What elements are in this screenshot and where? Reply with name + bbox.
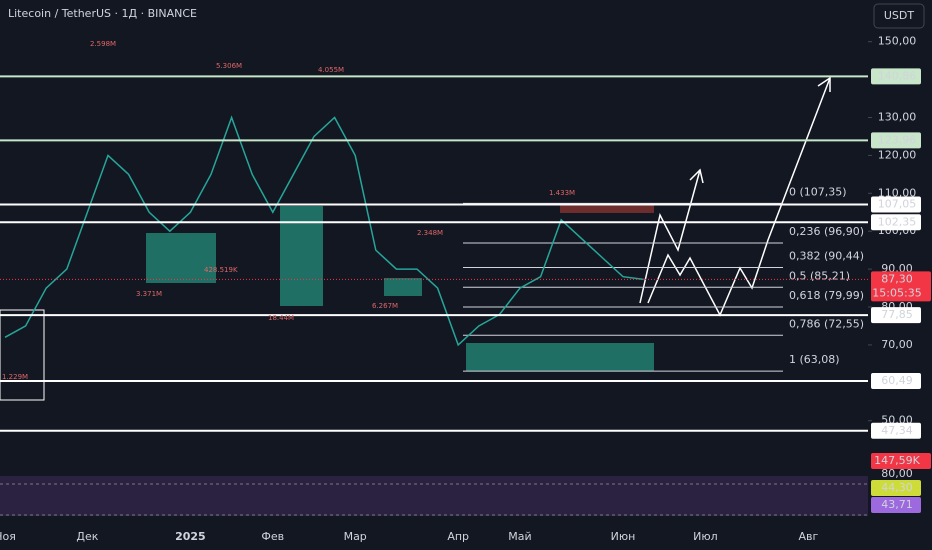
rsi-badge: [871, 480, 921, 496]
rsi-tick-label: 80,00: [881, 467, 913, 480]
level-label: 102,35: [878, 215, 917, 228]
fib-label: 0 (107,35): [789, 185, 847, 198]
symbol-title: Litecoin / TetherUS · 1Д · BINANCE: [8, 7, 197, 20]
last-price-label: 87,30: [881, 272, 913, 285]
y-tick-label: 120,00: [878, 148, 917, 161]
fib-label: 0,618 (79,99): [789, 289, 864, 302]
zone: [280, 206, 323, 306]
level-label: 140,86: [878, 69, 917, 82]
volume-annotation: 3.371M: [136, 290, 162, 298]
level-badge: [871, 196, 921, 213]
y-tick-label: 150,00: [878, 35, 917, 48]
zone: [146, 233, 216, 283]
box: [0, 309, 45, 401]
y-tick-label: 70,00: [881, 338, 913, 351]
level-label: 77,85: [881, 308, 913, 321]
level-badge: [871, 307, 921, 324]
volume-annotation: 2.348M: [417, 229, 443, 237]
volume-annotation: 428.519K: [204, 266, 238, 274]
volume-annotation: 1.433M: [549, 189, 575, 197]
volume-annotation: 2.598M: [90, 40, 116, 48]
y-tick-label: 110,00: [878, 186, 917, 199]
x-tick-label: 2025: [175, 530, 206, 543]
x-tick-label: Май: [508, 530, 531, 543]
currency-button[interactable]: [873, 3, 925, 29]
rsi-badge: [871, 497, 921, 513]
x-tick-label: Апр: [447, 530, 469, 543]
zone: [466, 343, 654, 371]
x-tick-label: Мар: [344, 530, 367, 543]
volume-annotation: 18.44M: [268, 314, 294, 322]
fib-label: 0,786 (72,55): [789, 317, 864, 330]
fib-label: 0,382 (90,44): [789, 249, 864, 262]
level-label: 60,49: [881, 374, 913, 387]
fib-label: 0,236 (96,90): [789, 225, 864, 238]
zone: [560, 205, 654, 213]
x-tick-label: Дек: [76, 530, 98, 543]
x-tick-label: Фев: [261, 530, 284, 543]
volume-annotation: 4.055M: [318, 66, 344, 74]
volume-annotation: 1.229M: [2, 373, 28, 381]
fib-label: 1 (63,08): [789, 353, 840, 366]
fib-label: 0,5 (85,21): [789, 269, 850, 282]
volume-annotation: 6.267M: [372, 302, 398, 310]
volume-label: 147,59K: [874, 454, 920, 467]
rsi-label: 44,30: [881, 481, 913, 494]
projection: [639, 169, 701, 304]
level-label: 47,34: [881, 424, 913, 437]
rsi-label: 43,71: [881, 498, 913, 511]
volume-annotation: 5.306M: [216, 62, 242, 70]
price-line: [4, 115, 644, 347]
level-label: 107,05: [878, 197, 917, 210]
arrow-head: [817, 76, 831, 92]
level-badge: [871, 132, 921, 149]
last-price-badge: [871, 271, 931, 302]
level-label: 123,96: [878, 133, 917, 146]
y-tick-label: 130,00: [878, 111, 917, 124]
x-tick-label: Июн: [611, 530, 636, 543]
level-badge: [871, 214, 921, 231]
level-badge: [871, 68, 921, 85]
arrow-head: [689, 168, 704, 184]
zone: [384, 278, 422, 296]
x-tick-label: Ноя: [0, 530, 16, 543]
rsi-pane: [0, 476, 868, 516]
currency[interactable]: USDT: [884, 9, 915, 22]
countdown: 15:05:35: [872, 286, 921, 299]
x-tick-label: Авг: [799, 530, 819, 543]
volume-badge: [871, 453, 931, 469]
level-badge: [871, 422, 921, 439]
x-tick-label: Июл: [693, 530, 718, 543]
level-badge: [871, 372, 921, 389]
